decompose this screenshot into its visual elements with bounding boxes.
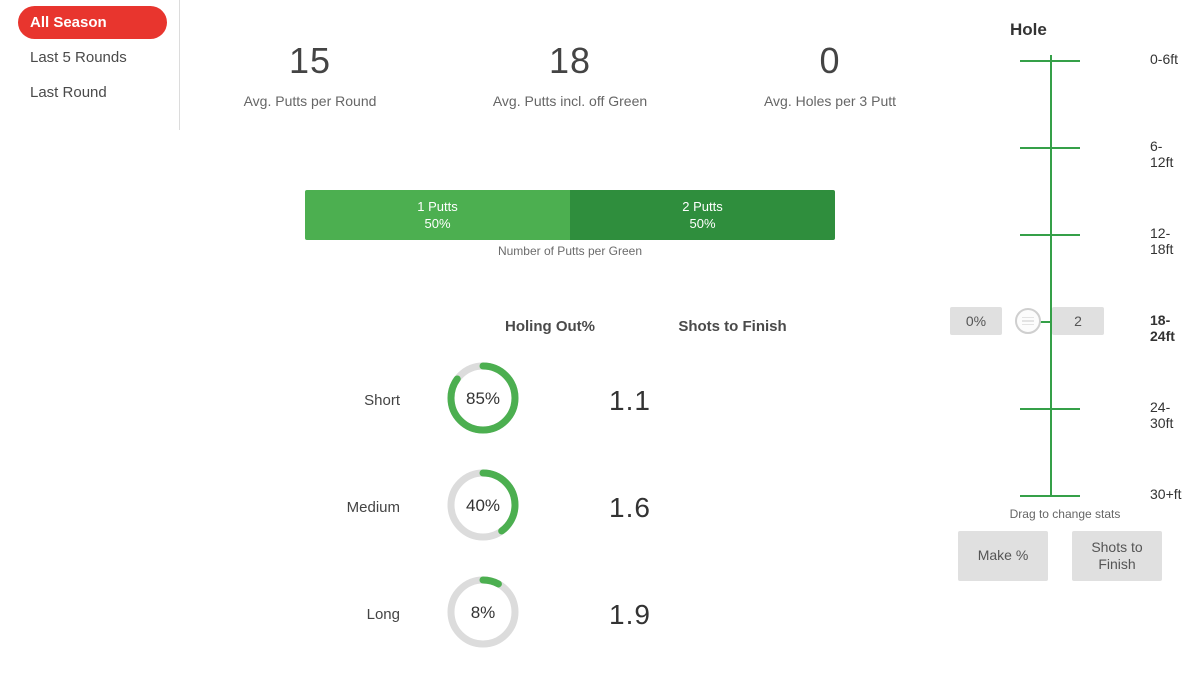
bar-segment-pct: 50% [424,215,450,233]
stats-column: 15 Avg. Putts per Round 18 Avg. Putts in… [220,40,920,680]
donut-chart: 85% [430,359,535,442]
summary-value: 0 [740,40,920,82]
donut-chart: 8% [430,573,535,656]
donut-chart: 40% [430,466,535,549]
handle-left-value: 0% [950,307,1002,335]
summary-label: Avg. Holes per 3 Putt [740,92,920,110]
scale-tick [1020,60,1080,62]
bar-segment: 1 Putts50% [305,190,570,240]
summary-label: Avg. Putts incl. off Green [480,92,660,110]
stacked-bar-caption: Number of Putts per Green [305,244,835,258]
shots-to-finish-value: 1.1 [535,385,725,417]
svg-text:8%: 8% [470,603,495,622]
sidebar-item-last-round[interactable]: Last Round [18,76,167,109]
mode-shots-to-finish[interactable]: Shots to Finish [1072,531,1162,581]
scale-range-label: 6-12ft [1150,138,1180,170]
shots-to-finish-value: 1.6 [535,492,725,524]
scale-handle-wrap: 0% 2 [950,307,1180,335]
col-holing-out: Holing Out% [498,318,603,335]
stacked-bar: 1 Putts50%2 Putts50% [305,190,835,240]
mode-buttons: Make % Shots to Finish [940,531,1180,581]
scale-range-label: 12-18ft [1150,225,1180,257]
shots-to-finish-value: 1.9 [535,599,725,631]
holing-out-table: Holing Out% Shots to Finish Short 85% 1.1 M… [220,318,920,656]
summary-value: 15 [220,40,400,82]
scale-range-label: 24-30ft [1150,399,1180,431]
hole-title: Hole [1010,20,1180,40]
svg-text:85%: 85% [465,389,499,408]
putts-per-green-bar: 1 Putts50%2 Putts50% Number of Putts per… [305,190,835,258]
hole-slider-panel: Hole 0-6ft6-12ft12-18ft18-24ft24-30ft30+… [920,40,1180,680]
col-shots-to-finish: Shots to Finish [673,318,793,335]
sidebar-item-label: Last 5 Rounds [30,49,127,66]
filter-sidebar: All Season Last 5 Rounds Last Round [0,0,180,130]
summary-avg-holes-3putt: 0 Avg. Holes per 3 Putt [740,40,920,110]
summary-value: 18 [480,40,660,82]
bar-segment-pct: 50% [689,215,715,233]
scale-range-label: 0-6ft [1150,51,1178,67]
scale-tick [1020,234,1080,236]
row-label: Short [220,392,430,409]
holing-row: Short 85% 1.1 [220,359,920,442]
svg-text:40%: 40% [465,496,499,515]
holing-row: Medium 40% 1.6 [220,466,920,549]
row-label: Long [220,606,430,623]
scale-line [1050,55,1052,495]
mode-btn-label: Shots to Finish [1091,539,1142,572]
handle-right-value: 2 [1052,307,1104,335]
scale-range-label: 30+ft [1150,486,1182,502]
bar-segment-title: 2 Putts [682,198,722,216]
drag-hint: Drag to change stats [950,507,1180,521]
bar-segment: 2 Putts50% [570,190,835,240]
sidebar-item-label: All Season [30,14,107,31]
row-label: Medium [220,499,430,516]
summary-row: 15 Avg. Putts per Round 18 Avg. Putts in… [220,40,920,110]
scale-tick [1020,147,1080,149]
bar-segment-title: 1 Putts [417,198,457,216]
main-content: 15 Avg. Putts per Round 18 Avg. Putts in… [180,0,1200,700]
mode-make-pct[interactable]: Make % [958,531,1048,581]
holing-head: Holing Out% Shots to Finish [370,318,920,335]
scale-handle[interactable] [1015,308,1041,334]
mode-btn-label: Make % [978,547,1029,563]
summary-label: Avg. Putts per Round [220,92,400,110]
sidebar-item-label: Last Round [30,84,107,101]
scale-tick [1020,408,1080,410]
scale-tick [1020,495,1080,497]
hole-range-scale[interactable]: 0-6ft6-12ft12-18ft18-24ft24-30ft30+ft0%2 [950,55,1180,495]
sidebar-item-last-5-rounds[interactable]: Last 5 Rounds [18,41,167,74]
sidebar-item-all-season[interactable]: All Season [18,6,167,39]
summary-avg-putts-round: 15 Avg. Putts per Round [220,40,400,110]
summary-avg-putts-offgreen: 18 Avg. Putts incl. off Green [480,40,660,110]
holing-row: Long 8% 1.9 [220,573,920,656]
